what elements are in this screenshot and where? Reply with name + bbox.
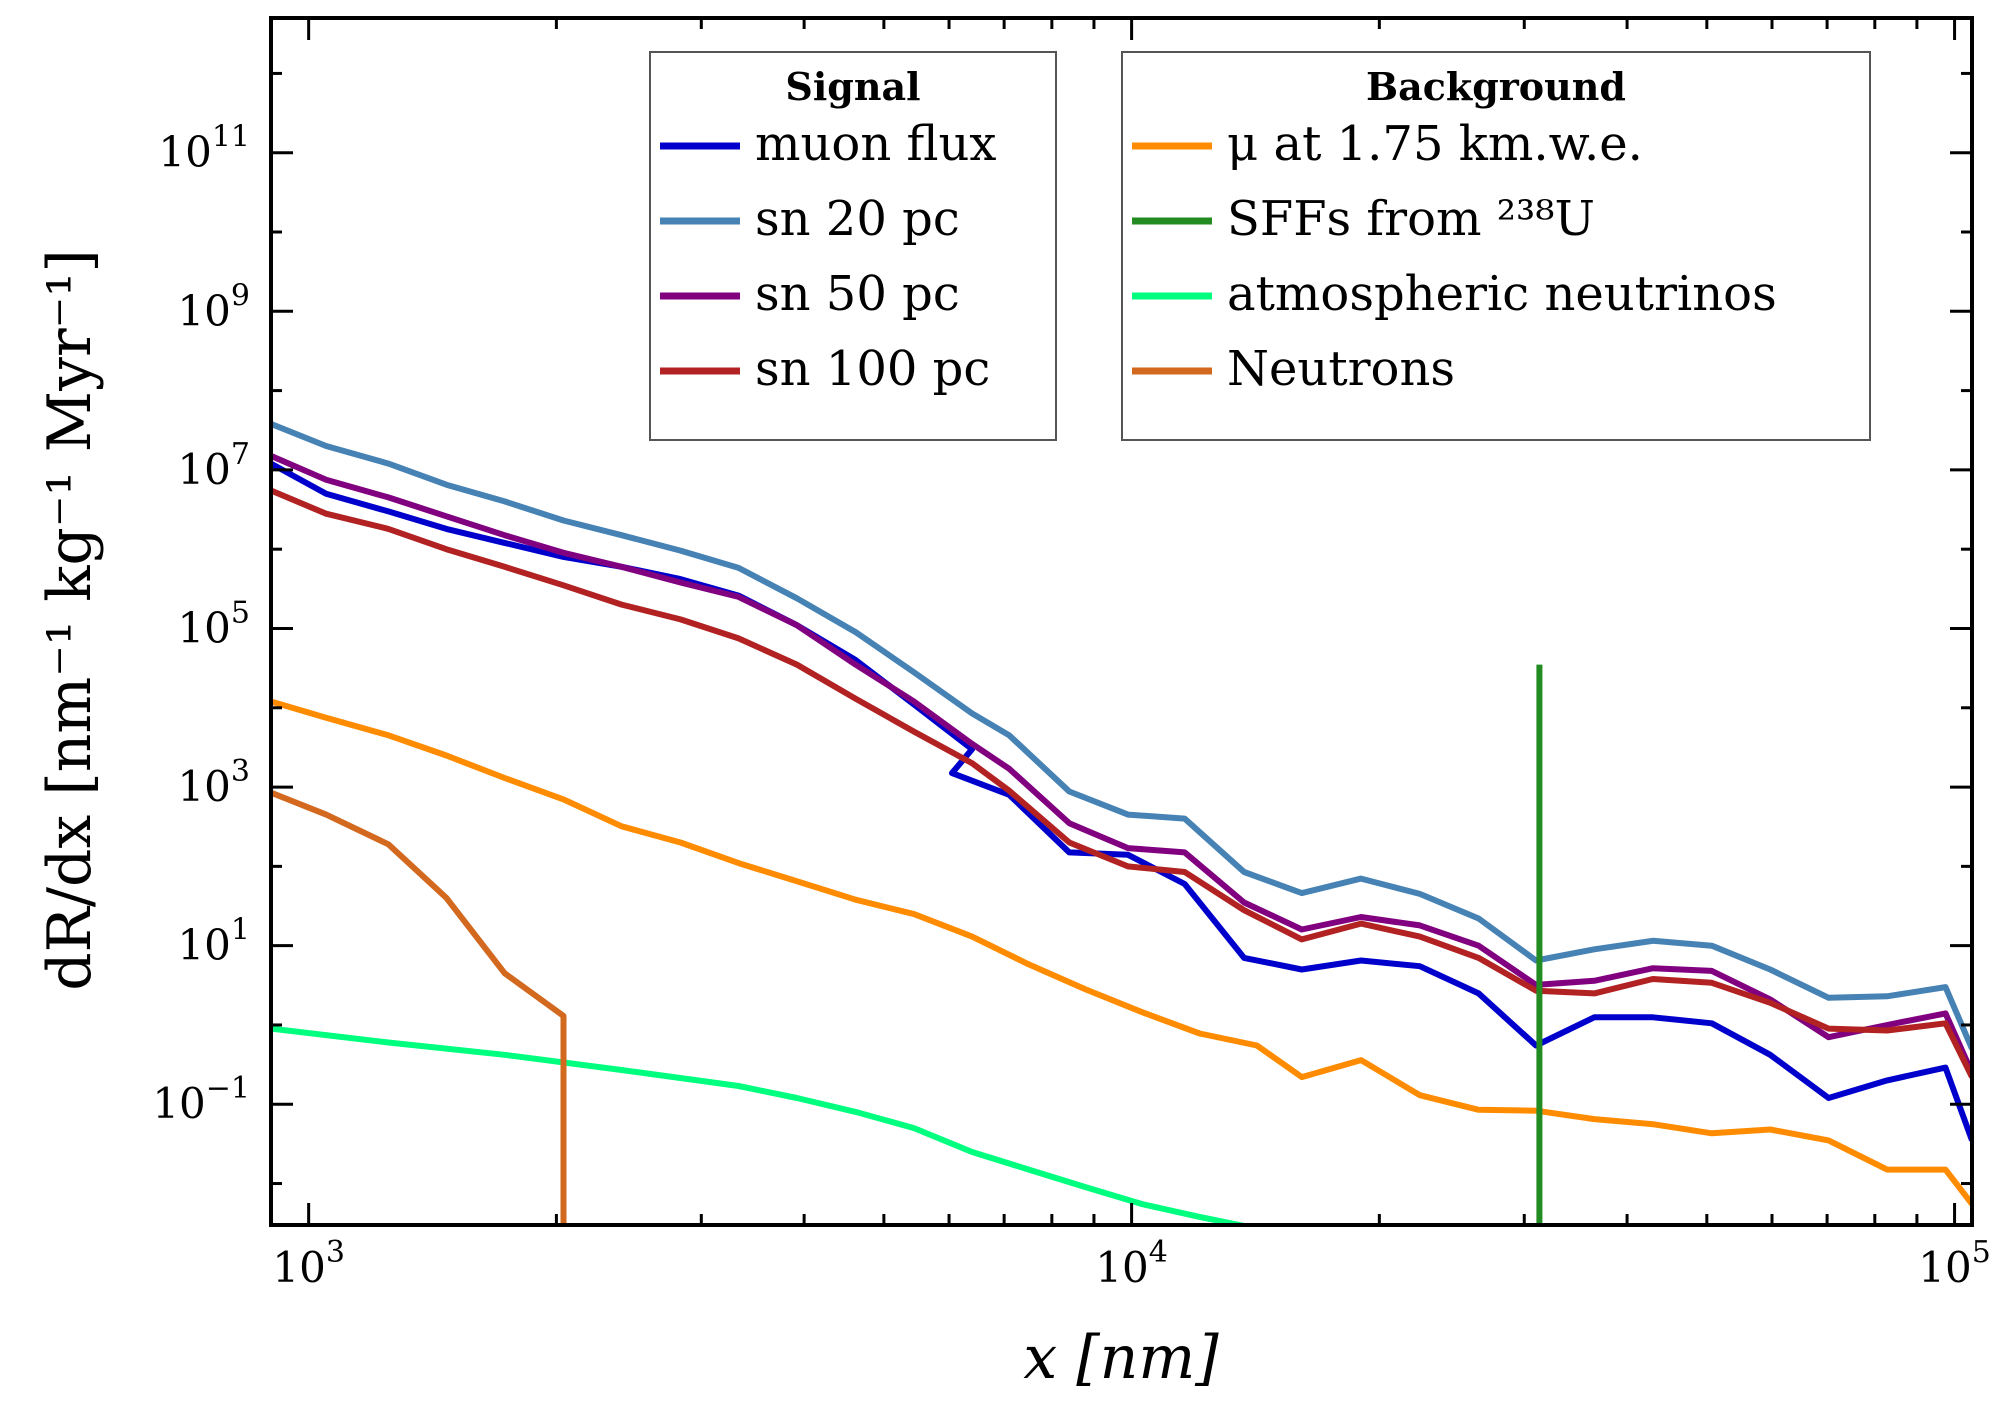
x-tick-labels: 103 104 105 xyxy=(272,1235,1990,1292)
series-line-sn-20-pc xyxy=(271,421,1972,1050)
legend-background-title: Background xyxy=(1366,64,1626,109)
x-tick-label: 103 xyxy=(272,1235,345,1292)
series-line-atmospheric-neutrinos xyxy=(271,1025,1255,1225)
legend-label-atmospheric-neutrinos: atmospheric neutrinos xyxy=(1227,266,1777,322)
legend-label-sffs-from-u: SFFs from ²³⁸U xyxy=(1227,191,1595,247)
legend-background: Background μ at 1.75 km.w.e. SFFs from ²³… xyxy=(1121,51,1871,441)
legend-label-sn-50-pc: sn 50 pc xyxy=(755,266,960,322)
legend-label-sn-20-pc: sn 20 pc xyxy=(755,191,960,247)
y-axis-title: dR/dx [nm⁻¹ kg⁻¹ Myr⁻¹] xyxy=(35,249,105,991)
legend-label-muon-flux: muon flux xyxy=(755,116,997,172)
x-tick-label: 104 xyxy=(1095,1235,1168,1292)
legend-background-box xyxy=(1121,51,1871,441)
x-axis-title: x [nm] xyxy=(1023,1323,1219,1393)
legend-label-neutrons: Neutrons xyxy=(1227,341,1455,397)
y-tick-labels: 10−1 101 103 105 107 109 1011 xyxy=(152,120,250,1129)
series-line-neutrons xyxy=(271,789,567,1225)
y-tick-label: 103 xyxy=(177,754,250,811)
series-line-at-1-75-km-w-e xyxy=(271,698,1972,1206)
y-tick-label: 109 xyxy=(177,278,250,335)
legend-label-sn-100-pc: sn 100 pc xyxy=(755,341,990,397)
series-line-sn-100-pc xyxy=(271,487,1972,1079)
series-line-sn-50-pc xyxy=(271,453,1972,1074)
legend-label-at-1-75-km-w-e: μ at 1.75 km.w.e. xyxy=(1227,116,1643,172)
y-tick-label: 105 xyxy=(177,595,250,652)
y-tick-label: 1011 xyxy=(158,120,250,177)
legend-signal-title: Signal xyxy=(785,64,920,109)
legend-signal: Signal muon flux sn 20 pc sn 50 pc sn 100 p… xyxy=(649,51,1057,441)
series-layer xyxy=(271,421,1972,1225)
y-tick-label: 101 xyxy=(177,913,250,970)
legend-signal-box xyxy=(649,51,1057,441)
x-tick-label: 105 xyxy=(1918,1235,1991,1292)
plot-frame xyxy=(269,16,1974,1227)
y-tick-label: 107 xyxy=(177,437,250,494)
y-tick-label: 10−1 xyxy=(152,1071,250,1128)
